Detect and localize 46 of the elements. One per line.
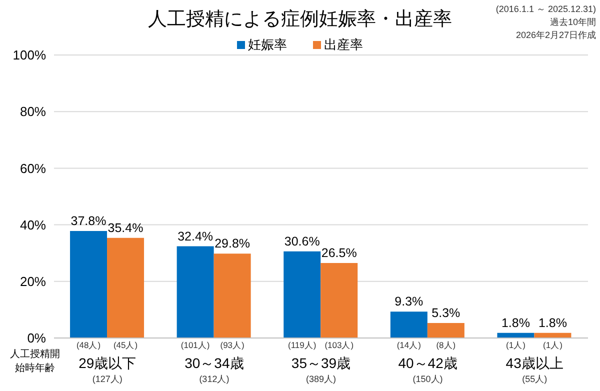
data-label: 5.3%	[432, 306, 460, 320]
data-label: 35.4%	[108, 220, 144, 235]
text: (1人)	[506, 340, 526, 350]
text: (45人)	[113, 340, 138, 350]
chart-title: 人工授精による症例妊娠率・出産率	[148, 9, 452, 30]
y-tick-label: 0%	[27, 330, 46, 346]
bar	[176, 246, 214, 338]
x-tick-label: 29歳以下 (127人)	[78, 355, 136, 384]
text: 過去10年間	[548, 16, 596, 29]
y-tick-label: 20%	[20, 274, 46, 290]
bar	[390, 312, 428, 338]
bar	[107, 238, 144, 338]
text: (8人)	[436, 340, 456, 350]
y-tick-label: 40%	[20, 217, 46, 232]
data-label: 1.8%	[538, 316, 567, 330]
bar	[427, 323, 464, 338]
legend-label: 妊娠率	[247, 36, 287, 54]
data-label: 37.8%	[70, 214, 106, 228]
text: (14人)	[396, 340, 422, 350]
x-tick-label: 43歳以上 (55人)	[506, 355, 564, 384]
text: (103人)	[324, 340, 354, 350]
x-tick-label: 40～42歳 (150人)	[398, 355, 458, 384]
text: (119人)	[288, 340, 316, 350]
text: (2016.1.1 ～ 2025.12.31)	[496, 3, 596, 16]
data-label: 32.4%	[178, 229, 214, 244]
bar	[284, 251, 321, 338]
data-label: 26.5%	[321, 246, 357, 260]
text: (1人)	[543, 340, 563, 350]
data-label: 30.6%	[284, 234, 320, 248]
y-tick-label: 60%	[20, 160, 46, 176]
legend-label: 出産率	[323, 36, 363, 54]
y-tick-label: 100%	[12, 48, 46, 63]
data-label: 29.8%	[214, 236, 250, 251]
text: (101人)	[180, 340, 210, 350]
x-tick-label: 35～39歳 (389人)	[291, 355, 351, 384]
text: (48人)	[76, 340, 101, 350]
bar	[320, 263, 358, 338]
y-tick-label: 80%	[20, 104, 46, 120]
x-tick-label: 30～34歳 (312人)	[184, 355, 244, 384]
text: 2026年2月27日作成	[514, 29, 596, 42]
bar	[70, 231, 108, 338]
bar	[214, 254, 251, 338]
x-axis-title: 人工授精開始時年齢	[9, 348, 61, 376]
data-label: 9.3%	[394, 294, 424, 309]
data-label: 1.8%	[501, 316, 530, 330]
text: (93人)	[220, 340, 245, 350]
